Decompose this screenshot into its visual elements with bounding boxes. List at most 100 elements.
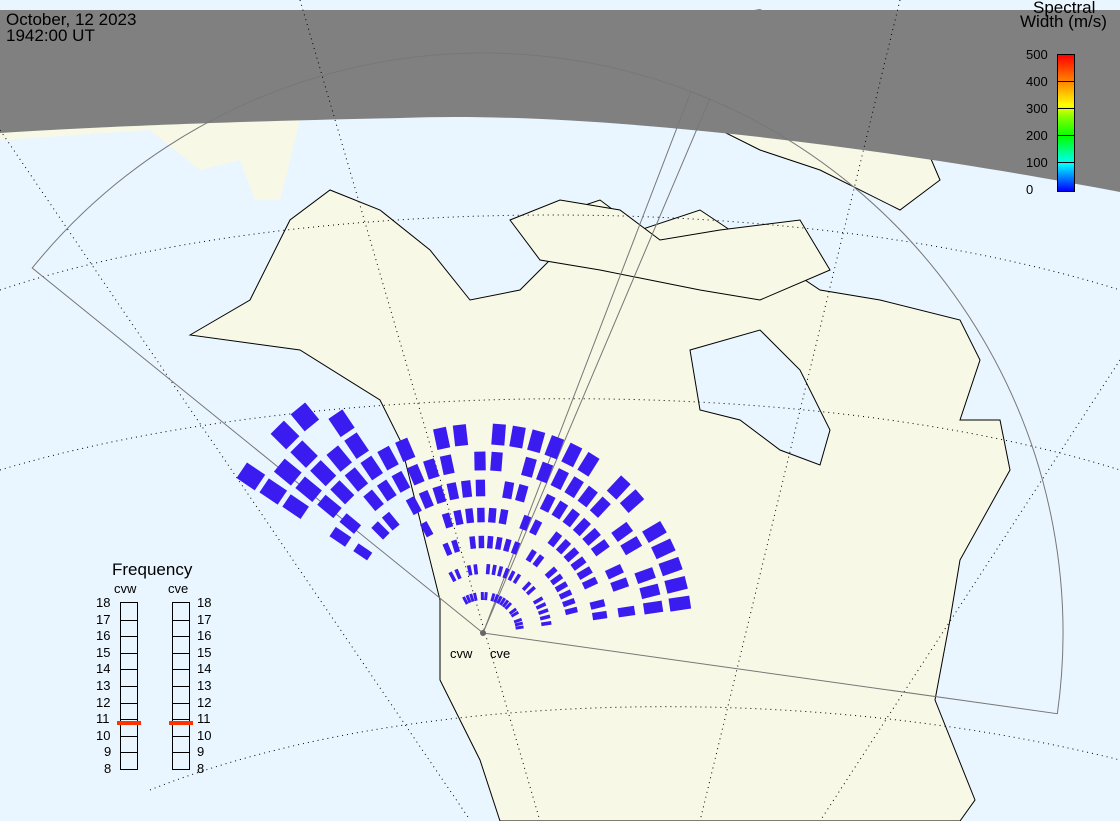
- scatter-cell: [535, 602, 547, 610]
- scatter-cell: [519, 514, 532, 531]
- scatter-cell: [591, 610, 608, 621]
- scatter-cell: [491, 423, 506, 446]
- frequency-tick: 9: [104, 744, 112, 760]
- scatter-cell: [668, 595, 692, 612]
- scatter-cell: [606, 475, 631, 500]
- scatter-cell: [562, 597, 576, 608]
- scatter-cell: [461, 480, 473, 498]
- scatter-cell: [496, 565, 504, 577]
- scatter-cell: [620, 536, 643, 556]
- frequency-tick: 13: [96, 678, 111, 693]
- scatter-cell: [562, 508, 581, 528]
- scatter-cell: [551, 500, 569, 520]
- scatter-cell: [502, 481, 515, 500]
- colorbar-tick: 500: [1026, 47, 1048, 62]
- scatter-cell: [611, 521, 634, 542]
- frequency-tick: 12: [197, 694, 212, 710]
- scatter-cell: [525, 549, 537, 563]
- colorbar-title-1: Spectral: [1033, 0, 1096, 17]
- frequency-title: Frequency: [112, 560, 193, 579]
- scatter-cell: [453, 509, 464, 526]
- scatter-cell: [563, 547, 580, 563]
- frequency-tick: 8: [104, 761, 112, 776]
- scatter-cell: [344, 432, 369, 459]
- scatter-cells: [236, 402, 692, 630]
- scatter-cell: [493, 594, 500, 603]
- scatter-cell: [448, 571, 457, 583]
- scatter-cell: [525, 585, 536, 596]
- scatter-cell: [555, 538, 572, 555]
- scatter-cell: [330, 480, 355, 505]
- scatter-cell: [451, 539, 461, 553]
- frequency-tick: 14: [96, 661, 111, 677]
- scatter-cell: [507, 570, 516, 582]
- scatter-cell: [504, 601, 513, 610]
- scatter-cell: [432, 485, 447, 505]
- frequency-tick: 12: [96, 694, 111, 710]
- frequency-tick: 13: [197, 678, 212, 693]
- scatter-cell: [510, 610, 520, 618]
- scatter-cell: [550, 468, 569, 490]
- scatter-cell: [521, 581, 532, 592]
- scatter-cell: [395, 437, 416, 463]
- radar-label-cvw: cvw: [114, 581, 137, 596]
- scatter-cell: [487, 507, 497, 523]
- scatter-cell: [529, 519, 543, 536]
- scatter-cell: [577, 451, 600, 477]
- scatter-cell: [353, 543, 373, 561]
- scatter-cell: [509, 425, 526, 449]
- scatter-cell: [589, 599, 606, 610]
- date-label: October, 12 2023: [6, 10, 137, 29]
- frequency-tick: 15: [96, 644, 111, 660]
- colorbar-tick: 400: [1026, 74, 1048, 89]
- frequency-tick: 10: [197, 727, 212, 743]
- scatter-cell: [469, 536, 477, 550]
- scatter-cell: [381, 511, 400, 531]
- scatter-cell: [290, 440, 318, 468]
- frequency-bar-cvw: [117, 602, 141, 770]
- radar-label-cve: cve: [168, 581, 189, 596]
- scatter-cell: [532, 596, 544, 605]
- scatter-cell: [558, 589, 573, 600]
- scatter-cell: [651, 538, 676, 560]
- scatter-cell: [495, 536, 503, 550]
- night-shading: [0, 10, 1120, 192]
- scatter-cell: [496, 595, 503, 605]
- scatter-cell: [532, 554, 545, 568]
- colorbar-divider: [1057, 108, 1074, 109]
- scatter-cell: [539, 614, 551, 621]
- frequency-tick: 11: [96, 711, 110, 727]
- colorbar-divider: [1057, 135, 1074, 136]
- scatter-cell: [490, 451, 503, 472]
- scatter-cell: [310, 460, 337, 487]
- land-arctic-islands: [509, 199, 831, 301]
- scatter-cell: [391, 470, 411, 493]
- scatter-cell: [474, 451, 486, 471]
- frequency-tick: 16: [197, 628, 212, 644]
- frequency-tick: 17: [197, 611, 212, 627]
- radar-site-marker: [480, 630, 486, 636]
- frequency-tick: 16: [96, 628, 111, 644]
- scatter-cell: [469, 593, 475, 602]
- scatter-cell: [491, 564, 497, 576]
- scatter-cell: [360, 455, 384, 481]
- scatter-cell: [610, 577, 630, 592]
- scatter-cell: [478, 535, 485, 549]
- scatter-cell: [452, 424, 469, 447]
- map-label-cve: cve: [490, 646, 511, 661]
- scatter-cell: [339, 513, 362, 534]
- scatter-cell: [589, 496, 611, 518]
- scatter-cell: [639, 583, 661, 600]
- frequency-tick: 9: [197, 744, 205, 760]
- frequency-tick: 8: [197, 761, 205, 776]
- scatter-cell: [282, 494, 309, 519]
- scatter-cell: [570, 556, 587, 571]
- scatter-cell: [486, 535, 494, 549]
- scatter-cell: [527, 429, 546, 454]
- scatter-cell: [419, 521, 434, 538]
- frequency-bar-cve: [169, 602, 193, 770]
- scatter-cell: [441, 512, 454, 529]
- scatter-cell: [503, 538, 512, 552]
